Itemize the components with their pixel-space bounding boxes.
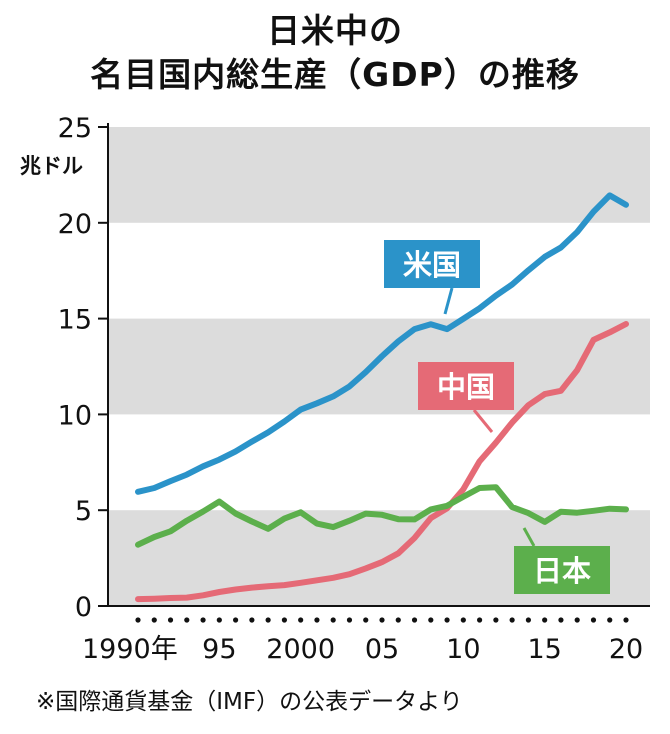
source-note: ※国際通貨基金（IMF）の公表データより bbox=[36, 689, 463, 715]
y-axis-unit-label: 兆ドル bbox=[20, 154, 83, 178]
x-tick-label: 95 bbox=[202, 634, 236, 665]
x-year-dot bbox=[330, 617, 336, 623]
x-year-dot bbox=[477, 617, 483, 623]
x-year-dot bbox=[428, 617, 434, 623]
x-year-dot bbox=[233, 617, 239, 623]
y-tick-label: 0 bbox=[75, 592, 92, 623]
x-year-dot bbox=[167, 617, 174, 623]
x-year-dot bbox=[574, 617, 580, 623]
x-year-dot bbox=[525, 617, 532, 623]
x-tick-label: 15 bbox=[527, 634, 561, 665]
x-year-dot bbox=[379, 617, 385, 623]
series-line-2 bbox=[135, 484, 629, 548]
x-year-dot bbox=[444, 617, 450, 623]
gridband-0 bbox=[108, 127, 650, 223]
series-line-1 bbox=[135, 321, 629, 603]
x-year-dot bbox=[249, 617, 255, 623]
series-leader-line-2 bbox=[522, 527, 536, 547]
y-tick-label: 25 bbox=[58, 113, 92, 144]
series-line-0 bbox=[135, 192, 629, 495]
x-year-dot bbox=[281, 617, 287, 623]
y-tick-label: 10 bbox=[58, 400, 92, 431]
x-year-dot bbox=[265, 617, 271, 623]
series-label-2: 日本 bbox=[533, 554, 591, 588]
chart-title-line1: 日米中の bbox=[267, 11, 403, 50]
x-tick-label: 10 bbox=[446, 634, 480, 665]
series-leader-line-1 bbox=[472, 409, 494, 433]
x-tick-label: 1990年 bbox=[82, 634, 178, 665]
x-year-dot bbox=[346, 617, 353, 623]
x-tick-label: 20 bbox=[609, 634, 643, 665]
x-year-dot bbox=[509, 617, 515, 623]
y-tick-label: 5 bbox=[75, 496, 92, 527]
series-label-0: 米国 bbox=[403, 248, 461, 282]
x-year-dot bbox=[216, 617, 222, 623]
x-year-dot bbox=[314, 617, 320, 623]
series-leader-line-0 bbox=[443, 287, 454, 315]
x-year-dot bbox=[493, 617, 499, 623]
x-year-dot bbox=[607, 617, 613, 623]
gridband-1 bbox=[108, 318, 650, 415]
x-year-dot bbox=[395, 617, 401, 623]
x-year-dot bbox=[411, 617, 418, 623]
x-tick-label: 05 bbox=[365, 634, 399, 665]
x-year-dot bbox=[151, 617, 157, 623]
series-label-box-1 bbox=[418, 362, 514, 410]
x-tick-label: 2000 bbox=[266, 634, 335, 665]
x-year-dot bbox=[460, 617, 466, 623]
chart-title-line2: 名目国内総生産（GDP）の推移 bbox=[90, 55, 580, 94]
y-tick-label: 20 bbox=[58, 209, 92, 240]
series-label-box-2 bbox=[514, 546, 610, 594]
x-year-dot bbox=[363, 617, 369, 623]
x-year-dot bbox=[558, 617, 564, 623]
x-year-dot bbox=[200, 617, 206, 623]
x-year-dot bbox=[590, 617, 597, 623]
x-year-dot bbox=[298, 617, 304, 623]
series-label-box-0 bbox=[384, 240, 480, 288]
x-year-dot bbox=[184, 617, 190, 623]
y-tick-label: 15 bbox=[58, 305, 92, 336]
series-label-1: 中国 bbox=[437, 370, 495, 404]
x-year-dot bbox=[135, 617, 141, 623]
x-year-dot bbox=[623, 617, 629, 623]
x-year-dot bbox=[542, 617, 548, 623]
